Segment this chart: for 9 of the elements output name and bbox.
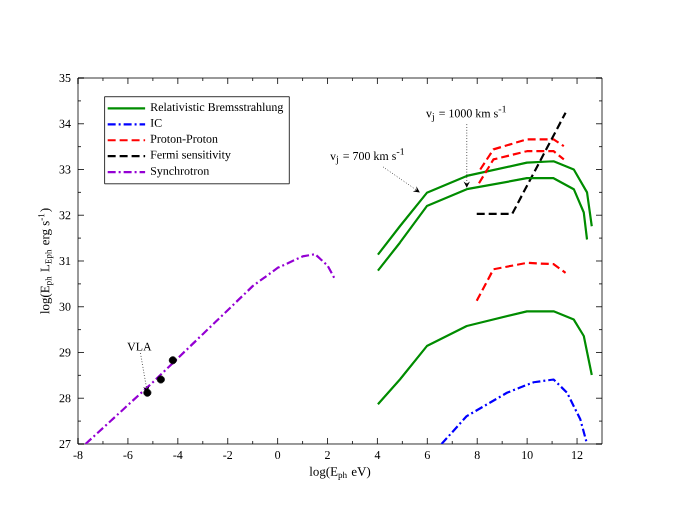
point — [168, 356, 177, 365]
line-series — [479, 138, 565, 171]
line-series — [376, 310, 593, 406]
line-series — [440, 378, 589, 444]
point — [156, 375, 165, 384]
line-series — [376, 177, 589, 272]
line-series — [475, 261, 567, 302]
line-series — [376, 160, 593, 256]
line-series — [84, 253, 337, 444]
